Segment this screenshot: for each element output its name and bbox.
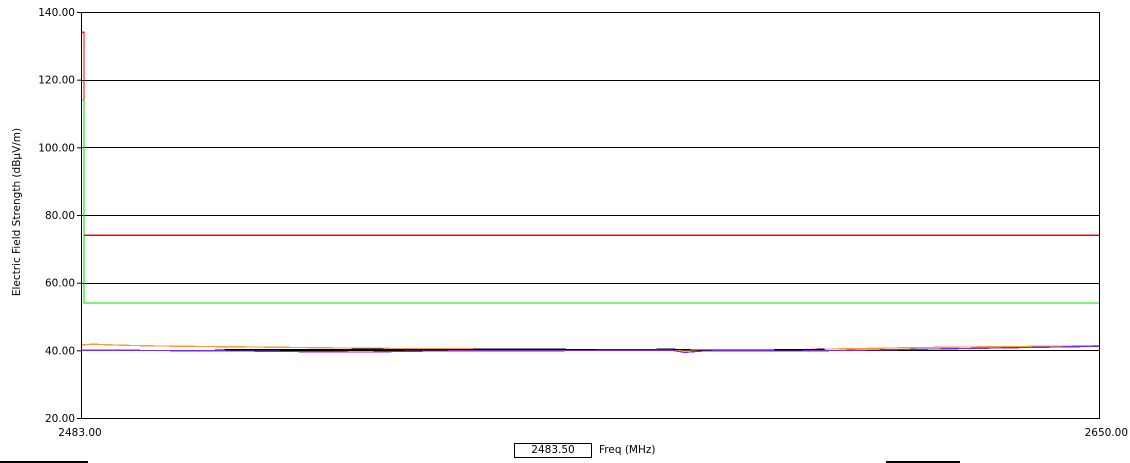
series-line-2 [81, 99, 1099, 304]
series-group [80, 31, 1100, 354]
footer-stub-left [0, 461, 88, 463]
footer-stub-right [886, 461, 960, 463]
y-tick-labels: 20.00 40.00 60.00 80.00 100.00 120.00 140.00 [38, 7, 81, 425]
y-axis-label: Electric Field Strength (dBµV/m) [11, 128, 23, 296]
y-tick-label: 140.00 [38, 7, 75, 19]
y-tick-label: 80.00 [45, 210, 75, 222]
series-line-5 [81, 345, 1100, 354]
y-tick-label: 120.00 [38, 75, 75, 87]
series-line-1 [81, 31, 1099, 236]
axes [81, 12, 1100, 419]
y-tick-label: 100.00 [38, 142, 75, 154]
plot-frame [81, 12, 1100, 419]
x-tick-labels: 2483.00 2650.00 [58, 427, 1128, 439]
y-tick-label: 60.00 [45, 278, 75, 290]
y-tick-label: 20.00 [45, 413, 75, 425]
x-tick-label: 2650.00 [1085, 427, 1128, 439]
x-axis-label: Freq (MHz) [599, 444, 656, 456]
y-tick-label: 40.00 [45, 345, 75, 357]
x-tick-label: 2483.00 [58, 427, 101, 439]
marker-frequency-field[interactable]: 2483.50 [514, 443, 592, 458]
grid-lines [81, 80, 1099, 351]
